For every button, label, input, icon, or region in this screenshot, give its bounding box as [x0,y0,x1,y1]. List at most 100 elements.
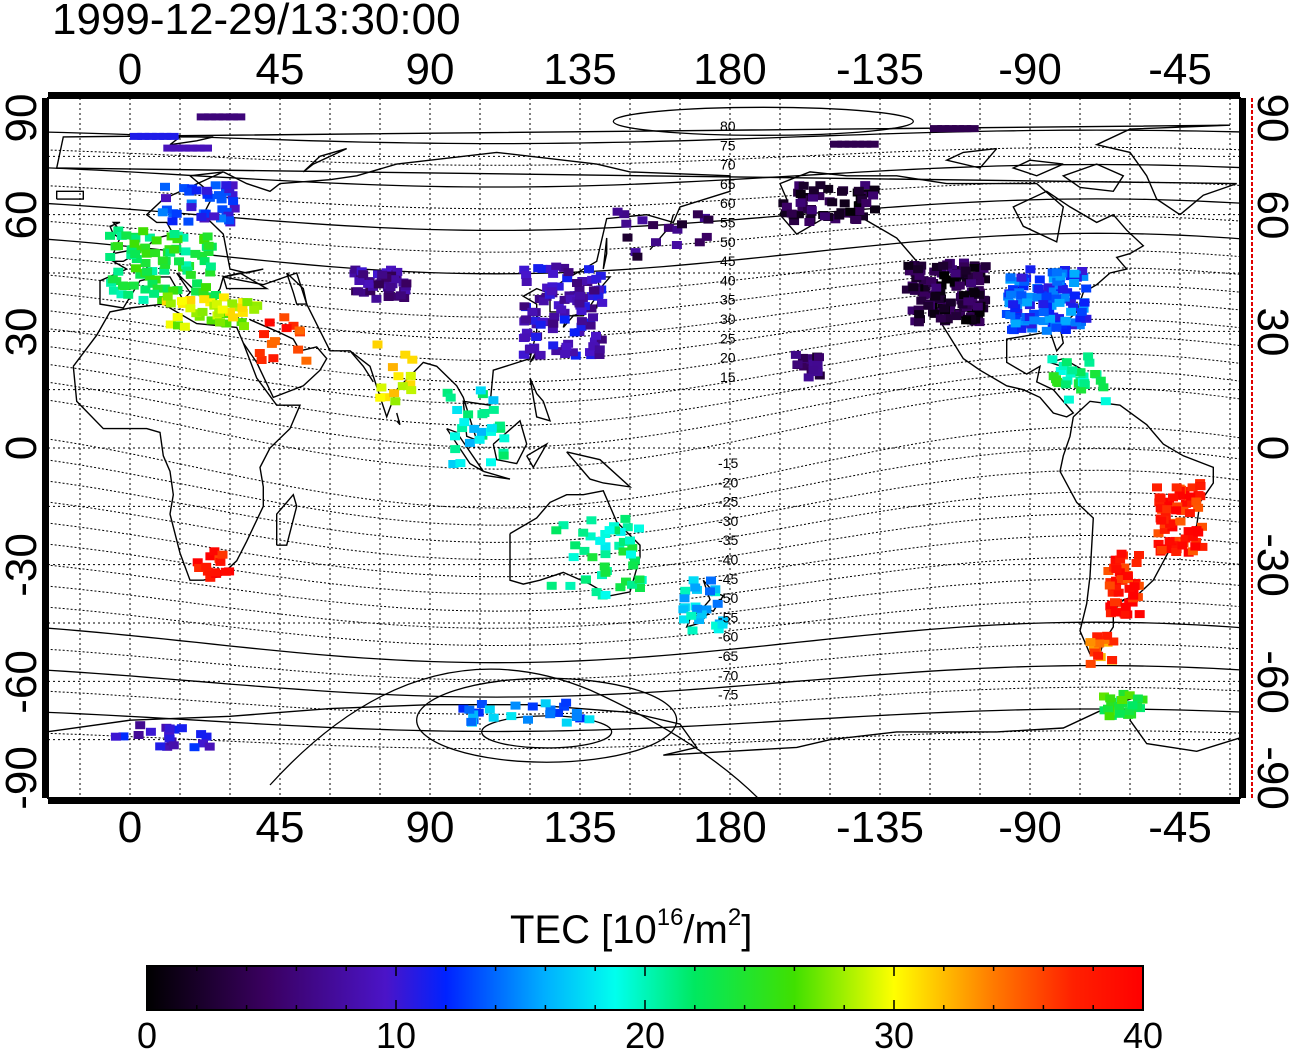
tec-point [209,547,220,556]
tec-point [954,281,965,290]
tec-point [627,543,638,552]
tec-point [147,267,158,276]
tec-point [969,289,980,298]
mag-contour [48,232,1240,275]
tec-point [918,291,929,300]
tec-point [203,241,214,250]
tec-point [176,724,187,733]
tec-point [268,354,279,363]
tec-point [1128,591,1139,600]
tec-point [269,337,280,346]
tec-point [210,568,220,577]
tec-point [281,324,292,333]
x-tick-label-top: -90 [998,45,1062,94]
tec-point [199,257,210,266]
tec-point [198,288,209,297]
tec-point [191,287,202,296]
tec-point [575,291,586,300]
tec-point [145,727,156,736]
tec-point [579,302,590,311]
south-pole-contour [416,677,678,763]
tec-point [1104,581,1115,590]
contour-label: -50 [718,590,738,606]
tec-point [1099,692,1109,701]
tec-point [680,586,691,595]
tec-point [1059,293,1070,302]
tec-point [506,712,517,721]
tec-point [203,248,214,256]
tec-point [1022,298,1033,307]
tec-point [792,360,803,369]
tec-point [194,564,205,572]
x-tick-label-bottom: -90 [998,803,1062,852]
tec-point [860,181,871,190]
contour-label: 35 [720,292,736,308]
tec-point [165,320,176,329]
tec-point [1076,307,1087,316]
tec-point [952,125,964,133]
tec-point [147,279,158,288]
contour-label: 75 [720,137,736,153]
tec-point [150,275,161,284]
y-tick-label-right: -90 [1248,746,1292,810]
tec-point [521,315,532,324]
tec-point [565,294,576,303]
tec-point [1114,709,1125,718]
tec-point [589,286,600,295]
tec-point [1015,296,1026,305]
tec-point [545,264,556,273]
tec-point [182,266,193,275]
tec-point [1117,696,1127,704]
tec-point [781,202,792,211]
tec-point [671,241,682,249]
tec-point [185,304,196,313]
tec-point [1197,522,1207,531]
tec-point [585,321,596,330]
tec-point [814,353,824,362]
x-tick-label-bottom: 90 [405,803,455,852]
tec-point [1051,294,1062,303]
tec-point [1041,326,1052,335]
tec-point [579,546,590,555]
tec-point [823,184,834,193]
tec-point [574,285,585,294]
tec-point [1197,542,1208,551]
tec-point [221,319,232,328]
tec-point [808,365,819,374]
tec-point [530,316,541,325]
tec-point [619,210,630,219]
tec-point [118,281,128,290]
mag-contour [48,643,1240,681]
tec-point [110,732,121,741]
mag-contour [48,426,1240,509]
tec-point [192,279,203,288]
tec-point [129,239,140,248]
tec-point [1171,483,1182,492]
x-tick-label-top: -135 [835,45,925,94]
tec-point [459,418,470,427]
tec-point [622,523,633,532]
tec-point [696,610,707,619]
tec-point [519,350,530,359]
tec-point [939,304,950,313]
tec-point [1111,576,1121,585]
tec-point [651,238,661,247]
tec-point [1075,314,1086,323]
tec-point [476,700,487,708]
contour-label: 20 [720,350,736,366]
coastline [944,147,998,169]
tec-point [1098,383,1109,392]
tec-point [198,739,208,748]
tec-point [510,701,521,710]
tec-point [397,382,408,391]
tec-point [622,233,633,242]
tec-point [523,715,533,724]
tec-point [588,313,598,322]
tec-point [918,276,929,285]
tec-point [1083,352,1094,361]
tec-point [972,271,983,280]
tec-point [211,300,222,309]
tec-point [938,261,949,270]
tec-point [169,245,180,254]
tec-point [113,267,124,276]
